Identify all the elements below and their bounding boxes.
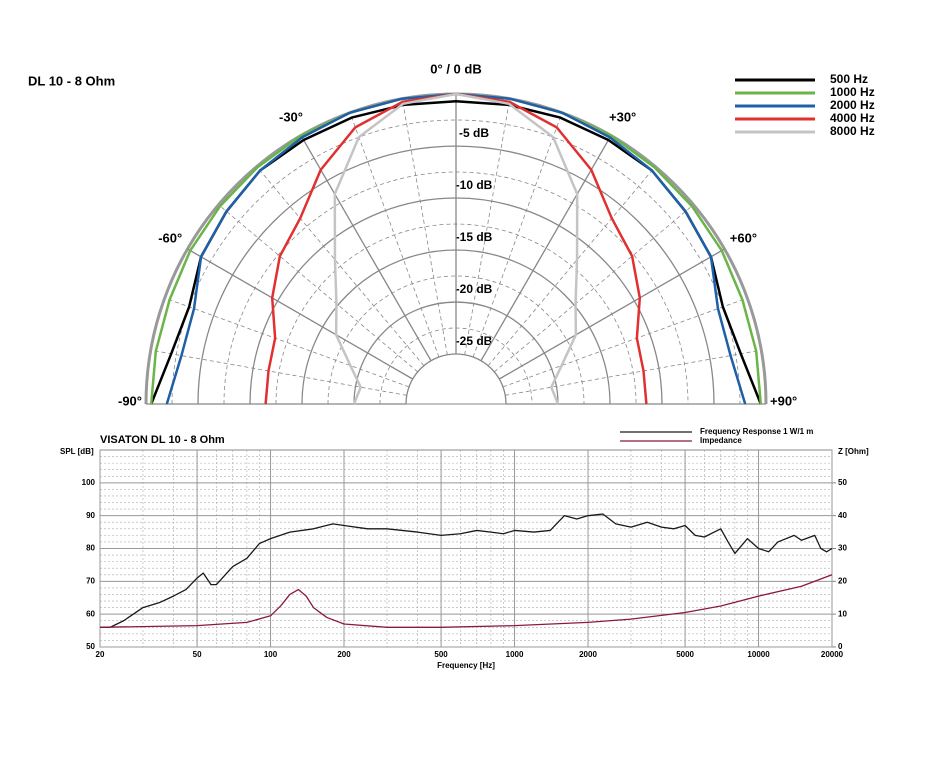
radial: [187, 248, 414, 380]
ring-label: -10 dB: [456, 178, 493, 192]
y2-tick-label: 50: [838, 478, 847, 487]
minor-radial: [464, 98, 511, 355]
angle-label: -30°: [279, 110, 303, 125]
legend-label: 4000 Hz: [830, 111, 875, 125]
y2-tick-label: 30: [838, 544, 847, 553]
y-tick-label: 60: [86, 609, 95, 618]
minor-radial: [401, 98, 448, 355]
minor-radial: [472, 112, 563, 358]
angle-label: +30°: [609, 110, 636, 125]
y2-tick-label: 10: [838, 609, 847, 618]
legend-label: 500 Hz: [830, 72, 868, 86]
y2-tick-label: 20: [838, 576, 847, 585]
polar-line: [333, 92, 579, 405]
radial: [480, 135, 612, 362]
angle-label: +90°: [770, 393, 797, 408]
minor-radial: [494, 204, 694, 373]
polar-title: DL 10 - 8 Ohm: [28, 73, 115, 88]
x-tick-label: 100: [264, 650, 278, 659]
angle-label: +60°: [730, 230, 757, 245]
ring-label: -5 dB: [459, 126, 489, 140]
legend-label: 2000 Hz: [830, 98, 875, 112]
radial: [498, 248, 725, 380]
x-tick-label: 500: [434, 650, 448, 659]
y2-tick-label: 40: [838, 511, 847, 520]
angle-label: -90°: [118, 393, 142, 408]
ring-label: -25 dB: [456, 334, 493, 348]
y-axis-label: SPL [dB]: [60, 447, 94, 456]
legend-label: 8000 Hz: [830, 124, 875, 138]
y-tick-label: 50: [86, 642, 95, 651]
y-tick-label: 80: [86, 544, 95, 553]
angle-label: -60°: [158, 230, 182, 245]
y2-axis-label: Z [Ohm]: [838, 447, 869, 456]
x-tick-label: 5000: [676, 650, 694, 659]
minor-radial: [349, 112, 440, 358]
x-tick-label: 200: [337, 650, 351, 659]
y-tick-label: 90: [86, 511, 95, 520]
series-line: [100, 513, 833, 628]
x-tick-label: 50: [193, 650, 202, 659]
minor-ring: [171, 119, 741, 405]
x-tick-label: 20000: [821, 650, 844, 659]
x-tick-label: 20: [96, 650, 105, 659]
minor-radial: [218, 204, 418, 373]
series-line: [99, 574, 833, 628]
x-tick-label: 10000: [747, 650, 770, 659]
angle-label: 0° / 0 dB: [430, 61, 481, 76]
y2-tick-label: 0: [838, 642, 843, 651]
minor-radial: [164, 297, 410, 388]
minor-radial: [505, 349, 762, 396]
legend-label: Frequency Response 1 W/1 m: [700, 427, 813, 436]
minor-radial: [487, 166, 656, 366]
ring-label: -15 dB: [456, 230, 493, 244]
x-tick-label: 1000: [506, 650, 524, 659]
legend-label: Impedance: [700, 436, 742, 445]
y-tick-label: 100: [82, 478, 96, 487]
minor-radial: [502, 297, 748, 388]
minor-radial: [150, 349, 407, 396]
radial: [300, 135, 432, 362]
ring-label: -20 dB: [456, 282, 493, 296]
x-tick-label: 2000: [579, 650, 597, 659]
ring: [405, 353, 507, 405]
x-axis-label: Frequency [Hz]: [437, 661, 495, 670]
y-tick-label: 70: [86, 576, 95, 585]
response-title: VISATON DL 10 - 8 Ohm: [100, 434, 225, 446]
minor-radial: [256, 166, 425, 366]
legend-label: 1000 Hz: [830, 85, 875, 99]
